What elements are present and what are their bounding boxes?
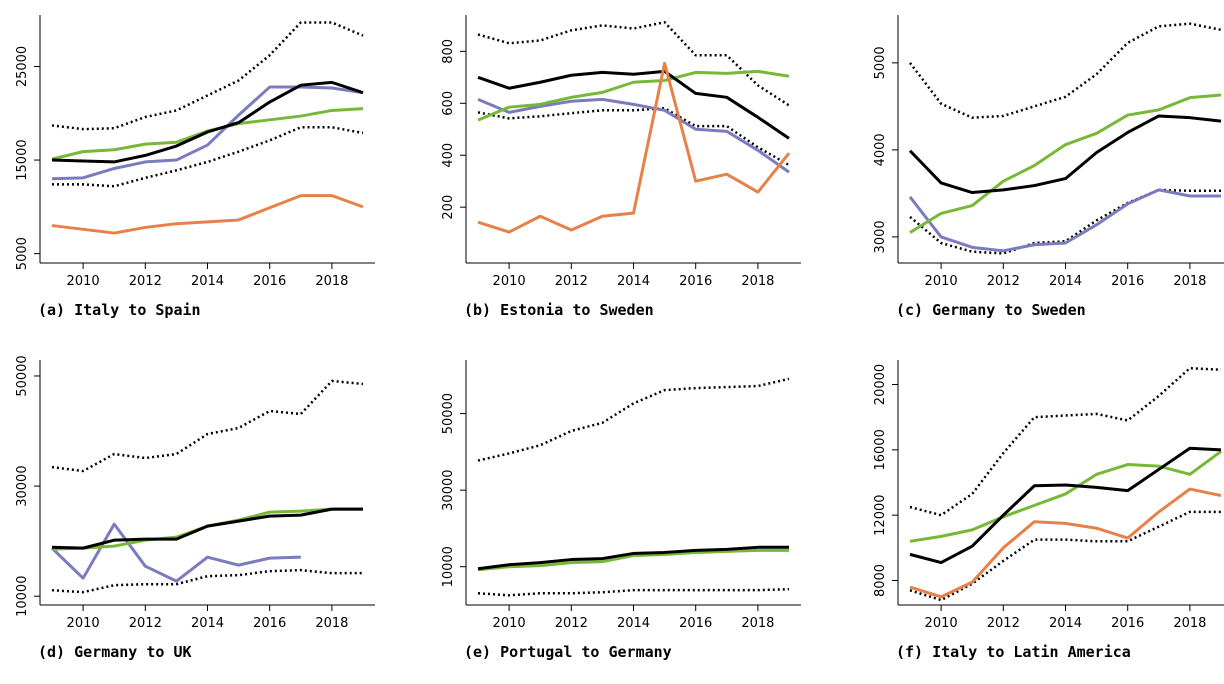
panel: 10000 30000 50000 2010 2012 2014 2016 2018 (d) G… xyxy=(15,355,375,661)
panel: 8000 12000 16000 20000 2010 2012 2014 2016 2018 (… xyxy=(873,360,1224,661)
series-line xyxy=(51,507,363,550)
series-line xyxy=(51,568,363,594)
panel-caption: (d) Germany to UK xyxy=(38,643,192,661)
x-tick-label: 2010 xyxy=(67,616,100,631)
series-line xyxy=(51,85,364,181)
x-tick-label: 2014 xyxy=(1049,274,1082,289)
y-tick-label: 400 xyxy=(441,143,456,168)
y-tick-label: 16000 xyxy=(873,429,888,470)
series-line xyxy=(477,587,790,597)
panel-caption: (e) Portugal to Germany xyxy=(464,643,672,661)
y-tick-label: 5000 xyxy=(15,237,30,270)
y-tick-label: 10000 xyxy=(15,576,30,617)
series-line xyxy=(909,450,1222,543)
series-line xyxy=(909,366,1222,517)
x-tick-label: 2012 xyxy=(129,616,162,631)
series-line xyxy=(909,22,1222,119)
series-line xyxy=(908,114,1222,195)
y-tick-label: 200 xyxy=(441,195,456,220)
x-tick-label: 2012 xyxy=(987,616,1020,631)
x-tick-label: 2010 xyxy=(925,274,958,289)
x-tick-label: 2018 xyxy=(1173,616,1206,631)
x-tick-label: 2014 xyxy=(1049,616,1082,631)
panel-caption: (c) Germany to Sweden xyxy=(896,301,1086,319)
x-tick-label: 2014 xyxy=(617,616,650,631)
x-tick-label: 2018 xyxy=(315,274,348,289)
y-tick-label: 3000 xyxy=(873,220,888,253)
x-tick-label: 2012 xyxy=(987,274,1020,289)
x-tick-label: 2010 xyxy=(925,616,958,631)
series-line xyxy=(477,69,790,140)
x-tick-label: 2010 xyxy=(67,274,100,289)
series-line xyxy=(477,21,790,107)
y-tick-label: 50000 xyxy=(441,393,456,434)
series-line xyxy=(51,194,364,235)
y-tick-label: 800 xyxy=(441,39,456,64)
series-line xyxy=(908,188,1221,253)
y-tick-label: 8000 xyxy=(873,564,888,597)
y-tick-label: 30000 xyxy=(441,469,456,510)
panel-caption: (b) Estonia to Sweden xyxy=(464,301,654,319)
x-tick-label: 2012 xyxy=(129,274,162,289)
series-line xyxy=(477,69,790,122)
x-tick-label: 2016 xyxy=(1111,274,1144,289)
y-tick-label: 600 xyxy=(441,91,456,116)
panel: 3000 4000 5000 2010 2012 2014 2016 2018 (c) Germ… xyxy=(873,15,1224,319)
series-line xyxy=(51,21,364,131)
x-tick-label: 2018 xyxy=(741,274,774,289)
y-tick-label: 20000 xyxy=(873,364,888,405)
series-line xyxy=(51,107,364,161)
x-tick-label: 2016 xyxy=(253,616,286,631)
series-line xyxy=(909,93,1222,234)
panel: 5000 15000 25000 2010 2012 2014 2016 2018 (a) It… xyxy=(15,15,375,319)
x-tick-label: 2012 xyxy=(555,616,588,631)
y-tick-label: 30000 xyxy=(15,465,30,506)
x-tick-label: 2016 xyxy=(679,274,712,289)
series-line xyxy=(477,548,789,572)
y-tick-label: 5000 xyxy=(873,46,888,79)
panel-caption: (f) Italy to Latin America xyxy=(896,643,1131,661)
x-tick-label: 2018 xyxy=(741,616,774,631)
y-tick-label: 12000 xyxy=(873,494,888,535)
y-tick-label: 4000 xyxy=(873,133,888,166)
series-line xyxy=(477,545,789,571)
series-line xyxy=(51,80,364,164)
x-tick-label: 2010 xyxy=(493,616,526,631)
panel-caption: (a) Italy to Spain xyxy=(38,301,201,319)
series-line xyxy=(477,97,790,174)
series-line xyxy=(477,377,790,462)
y-tick-label: 25000 xyxy=(15,46,30,87)
series-line xyxy=(50,522,301,583)
series-line xyxy=(51,379,364,473)
panel: 200 400 600 800 2010 2012 2014 2016 2018 (b) Esto… xyxy=(441,15,801,319)
series-line xyxy=(909,446,1222,565)
series-line xyxy=(909,487,1222,599)
y-tick-label: 10000 xyxy=(441,546,456,587)
x-tick-label: 2016 xyxy=(253,274,286,289)
series-line xyxy=(52,126,364,188)
x-tick-label: 2012 xyxy=(555,274,588,289)
x-tick-label: 2014 xyxy=(191,616,224,631)
x-tick-label: 2014 xyxy=(191,274,224,289)
x-tick-label: 2016 xyxy=(679,616,712,631)
x-tick-label: 2018 xyxy=(315,616,348,631)
series-line xyxy=(477,106,790,167)
x-tick-label: 2016 xyxy=(1111,616,1144,631)
x-tick-label: 2014 xyxy=(617,274,650,289)
series-line xyxy=(477,61,791,234)
series-line xyxy=(909,188,1221,255)
series-line xyxy=(909,510,1221,602)
y-tick-label: 15000 xyxy=(15,139,30,180)
x-tick-label: 2018 xyxy=(1173,274,1206,289)
panel: 10000 30000 50000 2010 2012 2014 2016 2018 (e) P… xyxy=(441,360,801,661)
y-tick-label: 50000 xyxy=(15,355,30,396)
x-tick-label: 2010 xyxy=(493,274,526,289)
